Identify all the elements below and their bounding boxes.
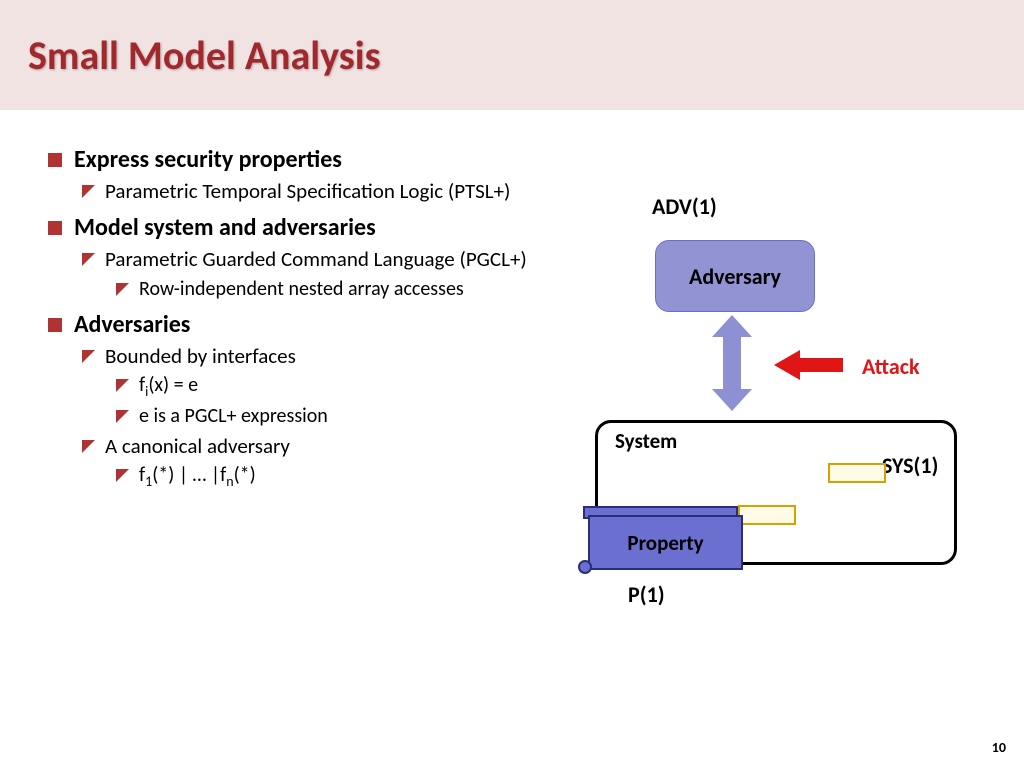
bullet-l3: Row-independent nested array accesses [116,276,550,302]
slide-title: Small Model Analysis [28,31,381,80]
square-bullet-icon [48,318,62,332]
system-label: System [615,428,677,454]
yellow-rect [738,505,796,525]
square-bullet-icon [48,153,62,167]
page-number: 10 [992,739,1006,756]
attack-label: Attack [862,353,920,380]
triangle-bullet-icon [116,410,129,423]
bullet-l1: Adversaries [48,310,550,339]
triangle-bullet-icon [82,350,95,363]
content-area: Express security properties Parametric T… [0,110,1024,625]
bullet-l3: f1(*) | … |fn(*) [116,462,550,491]
title-bar: Small Model Analysis [0,0,1024,110]
yellow-rect [828,463,886,483]
triangle-bullet-icon [116,379,129,392]
bullet-l1: Model system and adversaries [48,213,550,242]
bullet-l2: Parametric Temporal Specification Logic … [82,178,550,205]
triangle-bullet-icon [82,253,95,266]
bullet-l3: fi(x) = e [116,372,550,401]
property-curl [578,560,592,574]
property-box: Property [588,515,743,570]
bullet-l2: Bounded by interfaces [82,343,550,370]
triangle-bullet-icon [82,185,95,198]
bullet-l2: A canonical adversary [82,433,550,460]
triangle-bullet-icon [82,440,95,453]
bullet-l1: Express security properties [48,145,550,174]
sys1-label: SYS(1) [882,452,938,479]
bullet-l2: Parametric Guarded Command Language (PGC… [82,246,550,273]
diagram: ADV(1) Adversary [550,145,980,625]
triangle-bullet-icon [116,283,129,296]
adv-label: ADV(1) [652,193,717,220]
diagram-column: ADV(1) Adversary [550,145,1014,625]
bullet-column: Express security properties Parametric T… [10,145,550,625]
adversary-box: Adversary [655,240,815,312]
bullet-l3: e is a PGCL+ expression [116,403,550,429]
triangle-bullet-icon [116,469,129,482]
square-bullet-icon [48,221,62,235]
p-label: P(1) [628,581,665,608]
